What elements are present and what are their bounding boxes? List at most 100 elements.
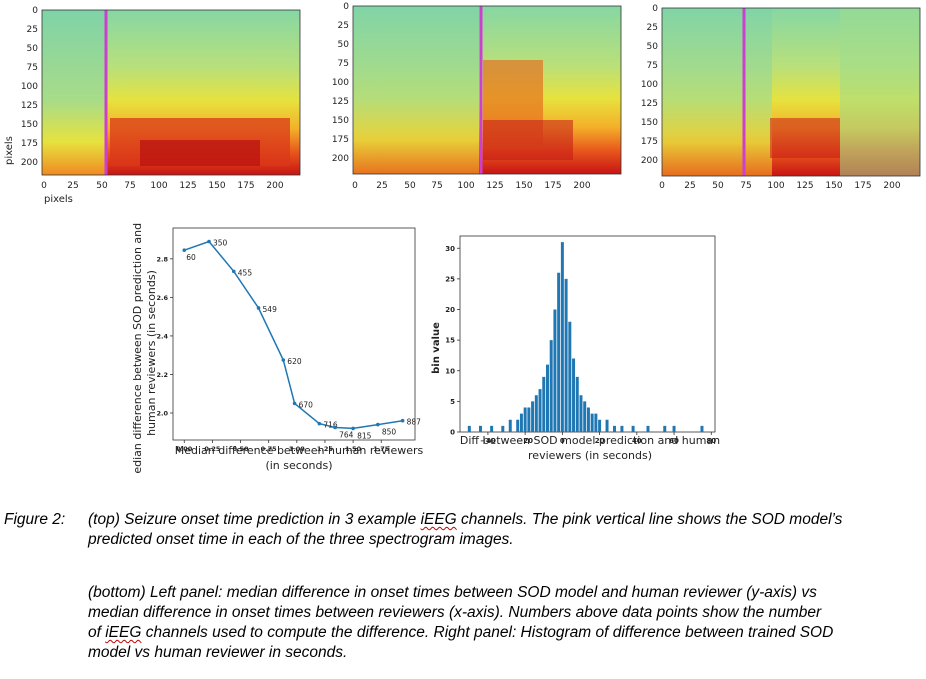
line-chart-point	[281, 358, 286, 362]
line-chart-y-tick-label: 2.0	[156, 410, 168, 418]
spectrogram-panel-2: 0 25 50 75 100 125 150 175 200 0 25 50 75 100 125 15…	[325, 0, 625, 200]
histogram-bar	[560, 242, 564, 432]
line-chart-point-label: 350	[213, 238, 228, 247]
spectrogram-2-y-ticks: 0 25 50 75 100 125 150 175 200	[332, 2, 349, 164]
histogram-bar	[519, 413, 523, 432]
spectrogram-1-image	[42, 10, 300, 175]
caption-p2-line-4: model vs human reviewer in seconds.	[88, 644, 348, 661]
histogram-y-tick-label: 0	[450, 429, 455, 437]
line-chart-y-tick-label: 2.4	[156, 332, 168, 340]
histogram: −40 −20 0 20 40 60 80 0 5 10 15 20 25 30 bin value Di…	[431, 235, 720, 462]
histogram-bar	[586, 407, 590, 432]
histogram-bar	[594, 413, 598, 432]
line-chart-x-tick-label: 1.00	[289, 445, 306, 453]
line-chart-x-tick-label: 0.25	[204, 445, 221, 453]
line-chart-y-tick-label: 2.2	[156, 371, 168, 379]
histogram-x-tick-label: −20	[517, 437, 533, 445]
line-chart-point-label: 850	[382, 428, 397, 437]
spectrogram-2-svg: 0 25 50 75 100 125 150 175 200 0 25 50 75 100 125 15…	[332, 2, 622, 191]
histogram-bar	[575, 376, 579, 432]
histogram-y-tick-label: 5	[450, 398, 455, 406]
spectrogram-1-y-ticks: 0 25 50 75 100 125 150 175 200	[21, 6, 38, 168]
histogram-plot-area	[459, 235, 716, 433]
line-chart-panel: 0.00 0.25 0.50 0.75 1.00 1.25 1.50 1.75 2.0 2.2 2.…	[125, 205, 425, 483]
histogram-bar	[501, 425, 505, 432]
line-chart-point	[292, 401, 297, 406]
histogram-bar	[700, 425, 704, 432]
histogram-ticks: −40 −20 0 20 40 60 80 0 5 10 15 20 25 30	[445, 245, 716, 445]
histogram-bar	[545, 364, 549, 432]
histogram-x-tick-label: 80	[706, 437, 716, 445]
svg-text:175: 175	[332, 135, 349, 145]
svg-text:100: 100	[767, 181, 784, 191]
caption-p2-line-3: of iEEG channels used to compute the dif…	[88, 624, 834, 641]
line-chart-point-label: 549	[263, 305, 278, 314]
spectrogram-panel-3: 0 25 50 75 100 125 150 175 200 0 25 50 75 100 125 15…	[630, 0, 926, 200]
line-chart-x-tick-label: 0.75	[261, 445, 278, 453]
line-chart-point-label: 815	[357, 431, 372, 440]
histogram-x-tick-label: 40	[632, 437, 642, 445]
histogram-y-label: bin value	[431, 322, 442, 374]
svg-text:150: 150	[208, 181, 225, 191]
histogram-bar	[478, 425, 482, 432]
histogram-x-tick-label: 60	[669, 437, 679, 445]
svg-text:0: 0	[352, 181, 358, 191]
svg-text:125: 125	[179, 181, 196, 191]
line-chart-point	[182, 248, 187, 252]
line-chart-y-tick-label: 2.6	[156, 294, 168, 302]
svg-text:200: 200	[21, 158, 38, 168]
svg-text:50: 50	[712, 181, 724, 191]
histogram-bar	[620, 425, 624, 432]
histogram-bar	[579, 395, 583, 432]
spectrogram-2-x-ticks: 0 25 50 75 100 125 150 175 200	[352, 181, 591, 191]
line-chart-x-tick-label: 1.50	[345, 445, 362, 453]
svg-text:175: 175	[641, 137, 658, 147]
histogram-bar	[516, 419, 520, 432]
caption-p1-line-2: predicted onset time in each of the thre…	[88, 531, 514, 548]
svg-text:0: 0	[343, 2, 349, 12]
histogram-bars	[467, 242, 704, 432]
line-chart-ticks: 0.00 0.25 0.50 0.75 1.00 1.25 1.50 1.75 2.0 2.2 2.…	[156, 255, 389, 453]
line-chart-x-tick-label: 0.00	[176, 445, 193, 453]
svg-text:150: 150	[21, 120, 38, 130]
spectrogram-1-y-label: pixels	[4, 136, 15, 165]
line-chart-point-label: 620	[287, 357, 302, 366]
svg-text:200: 200	[332, 154, 349, 164]
line-chart: 0.00 0.25 0.50 0.75 1.00 1.25 1.50 1.75 2.0 2.2 2.…	[131, 223, 424, 483]
svg-text:50: 50	[27, 44, 39, 54]
svg-text:0: 0	[659, 181, 665, 191]
svg-text:125: 125	[641, 99, 658, 109]
histogram-bar	[531, 401, 535, 432]
spectrogram-3-image	[662, 8, 920, 176]
line-chart-point-label: 764	[339, 430, 354, 439]
line-chart-y-label-1: Median difference between SOD prediction…	[131, 223, 144, 473]
histogram-y-tick-label: 15	[445, 337, 455, 345]
svg-text:200: 200	[641, 156, 658, 166]
histogram-bar	[564, 278, 568, 432]
svg-text:25: 25	[647, 23, 658, 33]
histogram-bar	[605, 419, 609, 432]
svg-text:100: 100	[21, 82, 38, 92]
svg-text:50: 50	[96, 181, 108, 191]
line-chart-x-tick-label: 0.50	[233, 445, 250, 453]
spectrogram-1-x-label: pixels	[44, 194, 73, 205]
histogram-bar	[663, 425, 667, 432]
svg-text:75: 75	[338, 59, 349, 69]
line-chart-x-tick-label: 1.75	[373, 445, 390, 453]
histogram-x-tick-label: −40	[480, 437, 496, 445]
svg-text:150: 150	[515, 181, 532, 191]
spectrogram-3-y-ticks: 0 25 50 75 100 125 150 175 200	[641, 4, 658, 166]
histogram-bar	[557, 272, 561, 432]
line-chart-point	[207, 239, 211, 244]
histogram-bar	[553, 309, 557, 432]
histogram-bar	[572, 358, 576, 432]
svg-text:75: 75	[647, 61, 658, 71]
line-chart-point	[317, 421, 322, 426]
histogram-bar	[523, 407, 527, 432]
line-chart-x-tick-label: 1.25	[317, 445, 334, 453]
histogram-bar	[672, 425, 676, 432]
svg-text:125: 125	[486, 181, 503, 191]
histogram-bar	[542, 376, 546, 432]
histogram-y-tick-label: 30	[445, 245, 455, 253]
